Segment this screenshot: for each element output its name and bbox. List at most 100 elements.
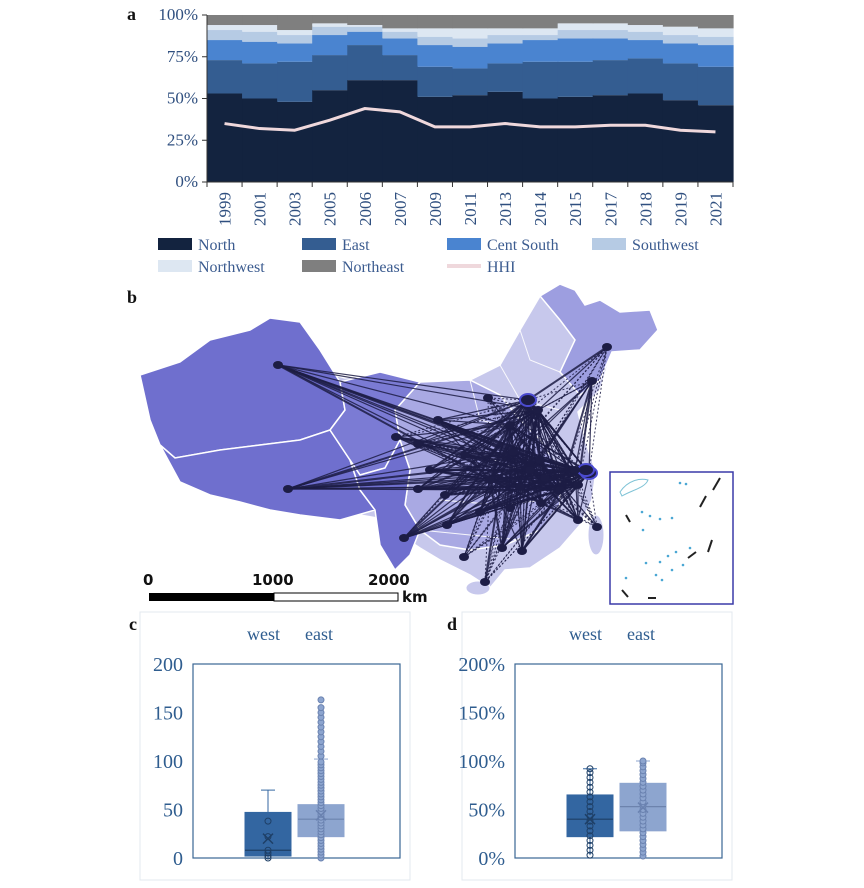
map-edge <box>509 424 579 521</box>
area-segment-southwest <box>277 35 313 44</box>
map-network-nodes <box>273 343 612 586</box>
area-segment-east <box>207 60 243 94</box>
map-edge <box>463 469 576 558</box>
area-segment-east <box>382 55 418 81</box>
inset-island-dot <box>684 482 688 486</box>
map-edge <box>429 424 511 471</box>
map-edge <box>577 346 608 486</box>
data-point-west <box>586 846 594 854</box>
map-edge <box>479 486 521 513</box>
area-segment-northeast <box>312 15 348 24</box>
map-edge <box>559 489 598 528</box>
map-node <box>399 534 409 542</box>
map-edge <box>574 346 608 471</box>
area-segment-cent-south <box>662 43 699 64</box>
map-edge <box>277 364 511 426</box>
map-edge <box>463 424 511 558</box>
x-tick-label: 2017 <box>601 192 620 227</box>
map-edge <box>509 424 521 488</box>
plot-area-frame <box>514 663 723 859</box>
map-node <box>515 483 525 491</box>
inset-island-dot <box>674 550 678 554</box>
x-tick-label: 2007 <box>391 192 410 227</box>
area-segment-southwest <box>242 31 278 42</box>
area-segment-cent-south <box>627 40 664 59</box>
inset-island-dot <box>688 546 692 550</box>
map-edge <box>559 484 579 491</box>
area-segment-northeast <box>347 15 383 26</box>
legend-west: west <box>569 624 602 644</box>
area-segment-north <box>697 105 734 182</box>
legend-label: Northwest <box>198 259 265 276</box>
area-segment-southwest <box>312 26 348 36</box>
box-west <box>244 811 292 857</box>
area-segment-east <box>522 61 559 99</box>
area-segment-northeast <box>452 15 489 29</box>
data-point-east <box>317 704 325 712</box>
area-segment-northwest <box>452 28 489 39</box>
map-edge <box>484 424 511 583</box>
area-segment-cent-south <box>312 35 348 56</box>
inset-boundary-dash <box>707 539 713 553</box>
scale-label-1000: 1000 <box>252 571 294 589</box>
inset-boundary-dash <box>625 514 631 523</box>
map-edge <box>446 424 511 526</box>
area-segment-northwest <box>487 28 524 36</box>
map-edge <box>501 489 561 549</box>
inset-boundary-dash <box>699 495 707 508</box>
stacked-area-chart: 0% 25% 50% 75% 100% 1999 2001 2003 2005 2006 2007 2… <box>158 5 734 276</box>
legend-label: North <box>198 237 235 254</box>
map-edge <box>417 399 529 490</box>
area-segment-southwest <box>347 26 383 32</box>
map-edge <box>509 424 598 528</box>
legend-label: Southwest <box>632 237 699 254</box>
area-segment-east <box>697 66 734 106</box>
map-edge <box>519 486 561 491</box>
box-plot-share: 0% 50% 100% 150% 200% west east <box>458 624 723 870</box>
y-tick-label: 75% <box>167 47 198 66</box>
map-scale-bar: 0 1000 2000 km <box>143 571 428 606</box>
area-segment-northwest <box>522 28 559 36</box>
hhi-line <box>224 106 716 134</box>
area-segment-southwest <box>382 31 418 39</box>
area-segment-northwest <box>242 25 278 32</box>
map-edge <box>501 484 579 549</box>
map-edge <box>509 380 593 426</box>
map-edge <box>519 486 579 521</box>
area-segment-north <box>417 96 454 182</box>
area-segment-northwest <box>417 28 454 37</box>
mean-marker-west <box>262 833 274 845</box>
area-segment-southwest <box>417 36 454 46</box>
map-edge <box>501 424 511 549</box>
y-tick-label: 0% <box>478 848 505 870</box>
area-segment-north <box>522 98 559 182</box>
inset-island-dot <box>654 573 658 577</box>
area-segment-southwest <box>557 30 594 39</box>
map-edge <box>444 486 521 496</box>
legend-swatch-southwest <box>592 238 626 250</box>
legend-swatch-northeast <box>302 260 336 272</box>
y-tick-label: 0% <box>175 172 198 191</box>
area-segment-cent-south <box>592 38 629 61</box>
inset-island-dot <box>658 560 662 564</box>
inset-island-dot <box>666 554 670 558</box>
area-segment-east <box>417 66 454 97</box>
area-segment-northeast <box>277 15 313 31</box>
map-edge <box>484 486 521 583</box>
map-edge <box>395 436 491 481</box>
map-node <box>485 476 495 484</box>
legend-label: East <box>342 237 370 254</box>
x-tick-label: 2009 <box>426 192 445 226</box>
y-tick-label: 100% <box>458 751 505 773</box>
map-region-northeast <box>538 283 659 397</box>
map-edge <box>417 443 521 488</box>
area-segment-cent-south <box>382 38 418 56</box>
map-edge <box>277 364 561 491</box>
map-edge <box>537 409 541 461</box>
y-tick-label: 50% <box>468 800 505 822</box>
map-edge <box>501 469 531 549</box>
inset-boundary-dash <box>621 589 629 598</box>
map-edge <box>519 484 579 488</box>
area-segment-northwest <box>277 30 313 36</box>
